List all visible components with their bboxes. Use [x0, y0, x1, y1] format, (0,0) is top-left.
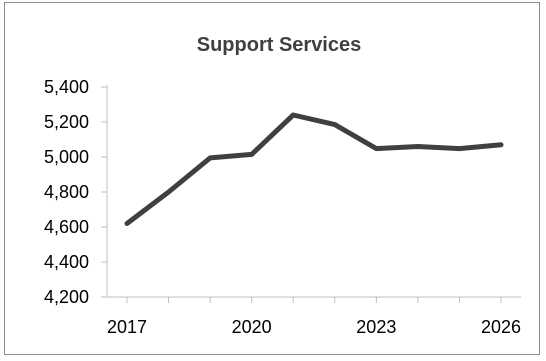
chart-title: Support Services	[197, 34, 362, 56]
series-line	[124, 112, 504, 226]
y-tick-label: 5,400	[44, 77, 89, 97]
line-chart: Support Services 4,200 4,400 4,600 4,800 5,0…	[44, 34, 521, 337]
x-axis-tick-labels: 2017 2020 2023 2026	[107, 317, 521, 337]
y-tick-label: 4,800	[44, 182, 89, 202]
y-tick-label: 4,600	[44, 217, 89, 237]
x-tick-label: 2023	[356, 317, 396, 337]
chart-area: Support Services 4,200 4,400 4,600 4,800 5,0…	[4, 2, 540, 355]
x-tick-label: 2017	[107, 317, 147, 337]
y-tick-label: 4,400	[44, 252, 89, 272]
y-axis-tick-labels: 4,200 4,400 4,600 4,800 5,000 5,200 5,400	[44, 77, 89, 307]
y-tick-label: 5,200	[44, 112, 89, 132]
y-tick-label: 4,200	[44, 287, 89, 307]
y-tick-label: 5,000	[44, 147, 89, 167]
series-layer	[124, 112, 504, 226]
x-tick-label: 2020	[232, 317, 272, 337]
x-tick-label: 2026	[481, 317, 521, 337]
axes	[101, 85, 521, 303]
